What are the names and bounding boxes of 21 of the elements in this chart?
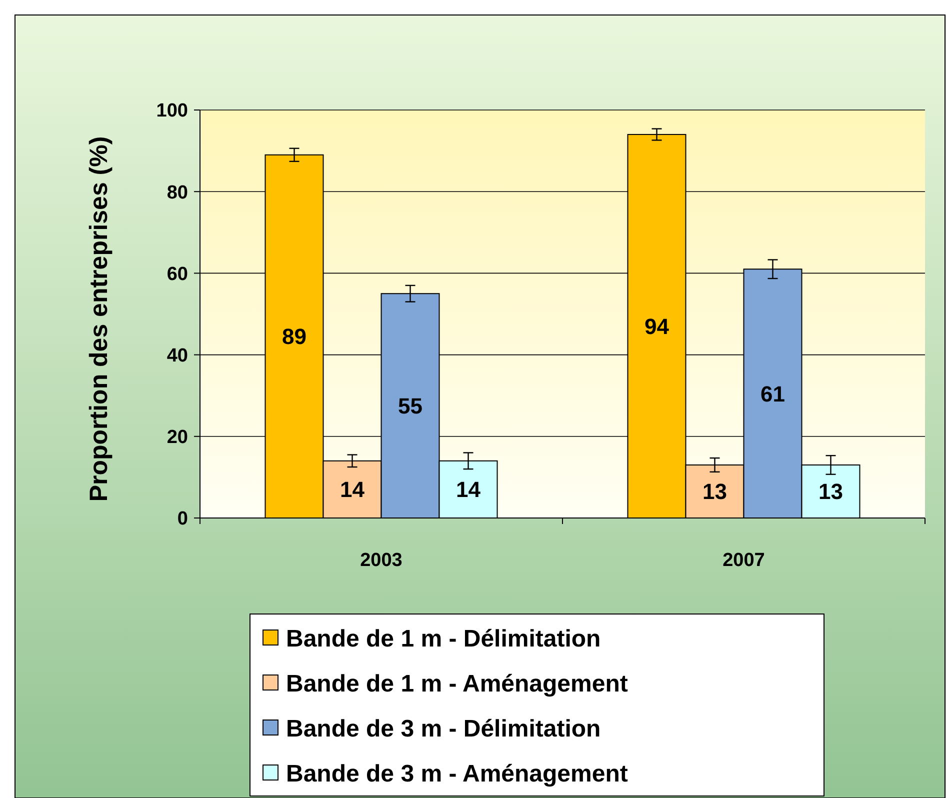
x-tick-label: 2007 bbox=[722, 550, 765, 571]
data-label: 61 bbox=[760, 381, 785, 406]
data-label: 94 bbox=[644, 314, 670, 339]
y-tick-label: 60 bbox=[166, 264, 188, 285]
y-tick-label: 100 bbox=[156, 100, 188, 122]
y-tick-label: 20 bbox=[166, 427, 188, 448]
data-label: 14 bbox=[340, 477, 366, 502]
y-tick-label: 80 bbox=[166, 182, 188, 204]
data-label: 13 bbox=[818, 479, 843, 504]
legend-label: Bande de 3 m - Délimitation bbox=[286, 715, 601, 742]
data-label: 13 bbox=[702, 479, 727, 504]
data-label: 14 bbox=[456, 477, 482, 502]
y-tick-label: 0 bbox=[177, 508, 188, 530]
legend-label: Bande de 1 m - Aménagement bbox=[286, 670, 628, 698]
legend-label: Bande de 1 m - Délimitation bbox=[286, 625, 601, 652]
x-tick-label: 2003 bbox=[360, 550, 402, 571]
legend-label: Bande de 3 m - Aménagement bbox=[286, 760, 628, 788]
data-label: 89 bbox=[282, 324, 306, 350]
y-tick-label: 40 bbox=[166, 345, 188, 366]
data-label: 55 bbox=[398, 394, 422, 418]
y-axis-title: Proportion des entreprises (%) bbox=[85, 136, 113, 502]
